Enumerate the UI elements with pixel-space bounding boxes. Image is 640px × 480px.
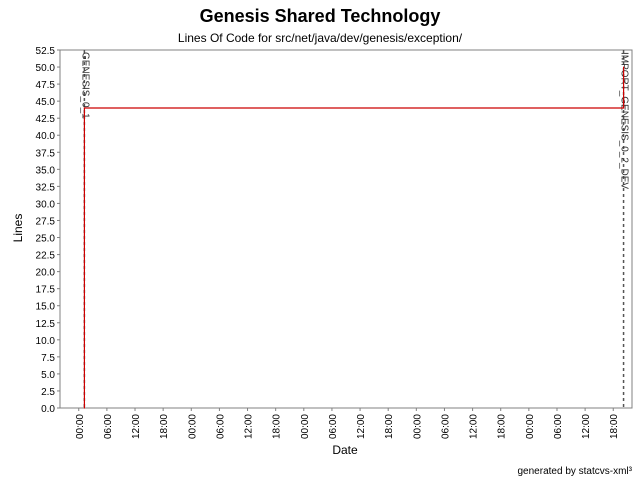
y-tick-label: 2.5 xyxy=(41,387,55,398)
y-tick-label: 25.0 xyxy=(36,234,56,245)
data-point xyxy=(622,107,625,109)
y-tick-label: 40.0 xyxy=(36,131,56,142)
footer-credit: generated by statcvs-xml³ xyxy=(517,466,633,477)
x-tick-label: 12:00 xyxy=(581,414,592,439)
y-tick-label: 45.0 xyxy=(36,97,56,108)
y-tick-label: 0.0 xyxy=(41,404,55,415)
data-point xyxy=(622,66,625,68)
y-tick-label: 32.5 xyxy=(36,182,56,193)
x-tick-label: 18:00 xyxy=(272,414,283,439)
plot-area xyxy=(59,49,633,409)
x-tick-label: 06:00 xyxy=(553,414,564,439)
version-marker-label: GENESIS_0_1 xyxy=(79,52,90,119)
y-tick-label: 37.5 xyxy=(36,148,56,159)
y-tick-label: 7.5 xyxy=(41,353,55,364)
x-tick-label: 00:00 xyxy=(187,414,198,439)
x-tick-labels: 00:00 06:00 12:00 18:00 00:00 06:00 12:00 18:00… xyxy=(75,414,620,439)
x-tick-label: 00:00 xyxy=(75,414,86,439)
x-tick-label: 00:00 xyxy=(525,414,536,439)
x-tick-label: 06:00 xyxy=(215,414,226,439)
x-tick-label: 18:00 xyxy=(384,414,395,439)
y-tick-label: 17.5 xyxy=(36,285,56,296)
y-tick-label: 22.5 xyxy=(36,251,56,262)
axes xyxy=(57,49,633,411)
version-marker-label: IMPORT_GENESIS_0_2_DEV xyxy=(619,52,630,189)
y-tick-label: 5.0 xyxy=(41,370,55,381)
series-lines xyxy=(83,66,625,409)
x-tick-label: 06:00 xyxy=(103,414,114,439)
x-tick-label: 00:00 xyxy=(412,414,423,439)
y-tick-labels: 0.0 2.5 5.0 7.5 10.0 12.5 15.0 17.5 20.0 22.5 25.0… xyxy=(36,46,56,415)
y-tick-label: 27.5 xyxy=(36,216,56,227)
data-point xyxy=(83,407,85,409)
y-tick-label: 50.0 xyxy=(36,63,56,74)
y-tick-label: 35.0 xyxy=(36,165,56,176)
x-tick-label: 06:00 xyxy=(328,414,339,439)
x-tick-label: 18:00 xyxy=(497,414,508,439)
chart-subtitle: Lines Of Code for src/net/java/dev/genes… xyxy=(177,31,463,45)
y-axis-label: Lines xyxy=(11,214,25,243)
x-tick-label: 12:00 xyxy=(356,414,367,439)
y-tick-label: 47.5 xyxy=(36,80,56,91)
version-markers: GENESIS_0_1 IMPORT_GENESIS_0_2_DEV xyxy=(79,50,630,408)
y-tick-label: 30.0 xyxy=(36,199,56,210)
x-tick-label: 00:00 xyxy=(300,414,311,439)
x-tick-label: 18:00 xyxy=(159,414,170,439)
y-tick-label: 15.0 xyxy=(36,302,56,313)
data-point xyxy=(83,107,85,109)
series-line xyxy=(83,67,625,408)
y-tick-label: 20.0 xyxy=(36,268,56,279)
x-tick-label: 06:00 xyxy=(440,414,451,439)
y-tick-label: 52.5 xyxy=(36,46,56,57)
y-tick-label: 42.5 xyxy=(36,114,56,125)
x-tick-label: 18:00 xyxy=(609,414,620,439)
x-axis-label: Date xyxy=(332,443,358,457)
x-tick-label: 12:00 xyxy=(244,414,255,439)
chart-title: Genesis Shared Technology xyxy=(199,6,441,26)
y-tick-label: 10.0 xyxy=(36,336,56,347)
y-tick-label: 12.5 xyxy=(36,319,56,330)
x-tick-label: 12:00 xyxy=(469,414,480,439)
x-tick-label: 12:00 xyxy=(131,414,142,439)
